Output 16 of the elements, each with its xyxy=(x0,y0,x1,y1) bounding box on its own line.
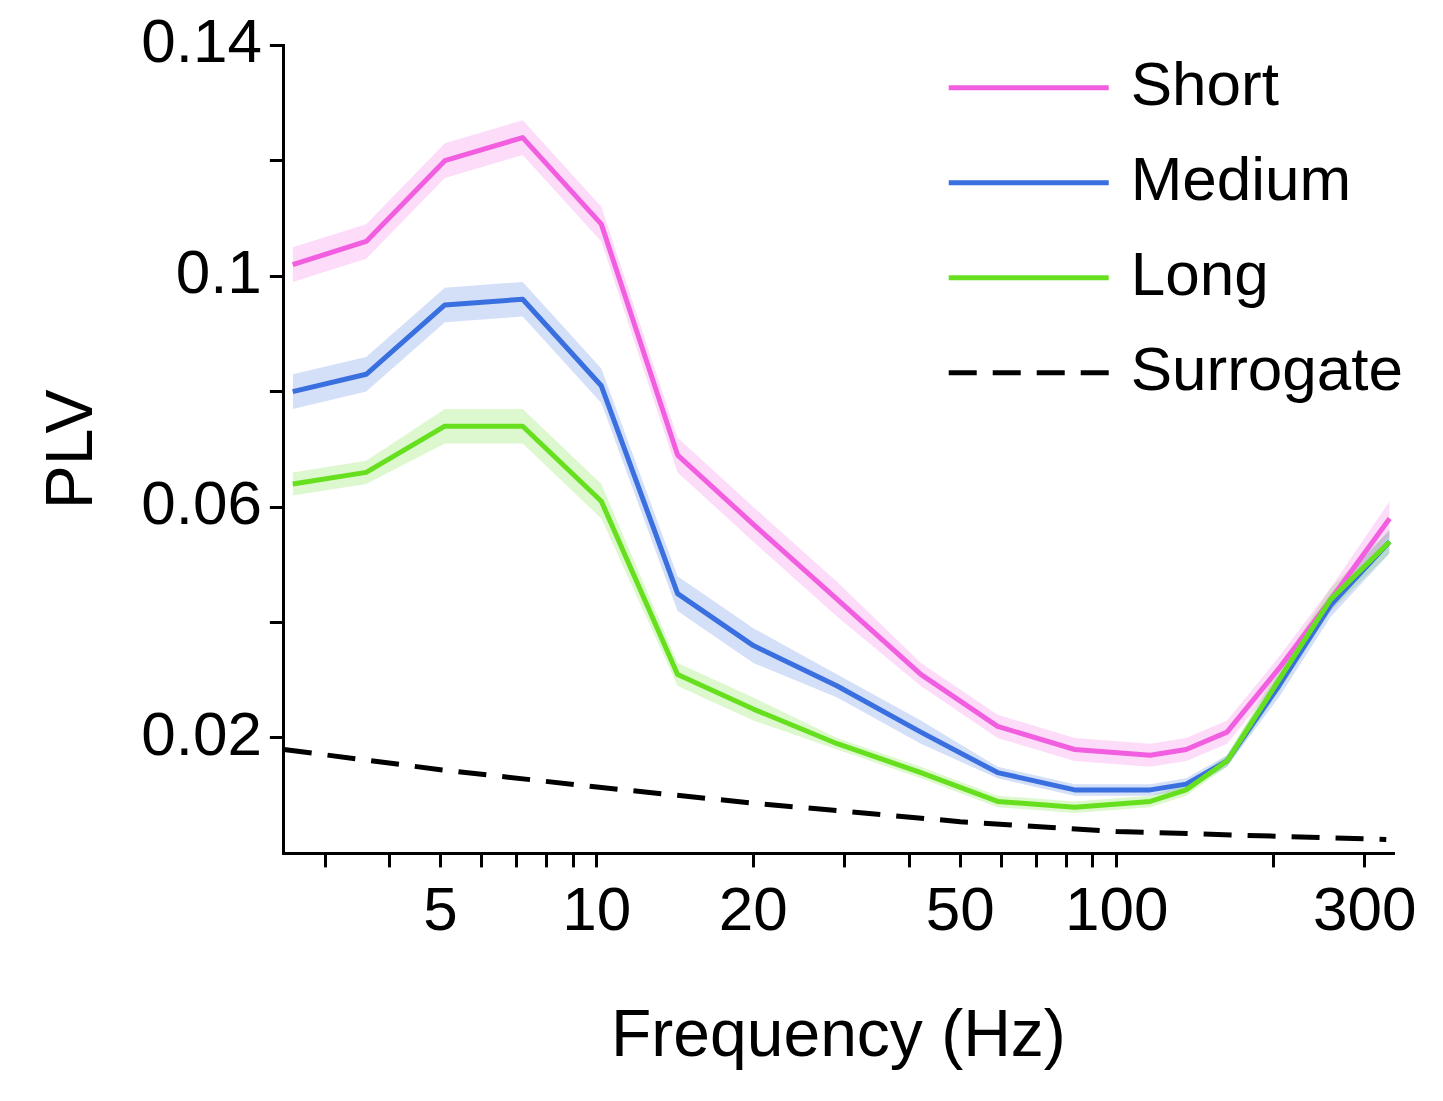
y-tick-label: 0.14 xyxy=(141,6,262,76)
y-tick-label: 0.02 xyxy=(141,699,262,769)
legend-label: Long xyxy=(1130,238,1269,308)
x-tick-label: 100 xyxy=(1064,873,1169,943)
legend-label: Short xyxy=(1130,48,1279,118)
x-tick-label: 50 xyxy=(925,873,995,943)
x-tick-label: 5 xyxy=(423,873,458,943)
x-tick-label: 300 xyxy=(1313,873,1417,943)
x-tick-label: 10 xyxy=(562,873,632,943)
y-tick-label: 0.06 xyxy=(141,468,262,538)
legend-label: Surrogate xyxy=(1130,333,1403,403)
x-tick-label: 20 xyxy=(718,873,788,943)
y-tick-label: 0.1 xyxy=(175,237,262,307)
y-axis-title: PLV xyxy=(31,389,106,510)
x-axis-title: Frequency (Hz) xyxy=(611,995,1066,1070)
legend-label: Medium xyxy=(1130,143,1352,213)
